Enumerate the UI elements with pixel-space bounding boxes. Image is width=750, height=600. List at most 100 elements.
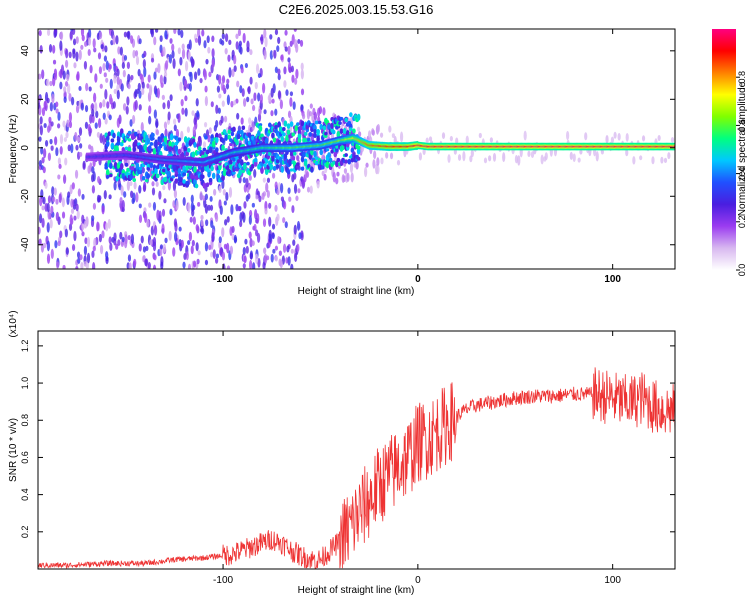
noise-blob — [55, 147, 59, 157]
noise-blob — [462, 151, 466, 162]
noise-blob — [70, 96, 75, 106]
noise-blob — [251, 104, 256, 112]
noise-blob — [97, 52, 102, 60]
noise-blob — [243, 163, 247, 168]
noise-blob — [85, 82, 89, 92]
noise-blob — [127, 73, 131, 83]
noise-blob — [132, 49, 136, 59]
noise-blob — [203, 40, 207, 49]
y-tick-label: 0.6 — [20, 451, 30, 464]
noise-blob — [101, 205, 105, 215]
noise-blob — [527, 150, 531, 157]
noise-blob — [132, 146, 137, 153]
noise-blob — [253, 157, 258, 163]
noise-blob — [179, 178, 183, 183]
noise-blob — [231, 225, 235, 233]
noise-blob — [425, 137, 429, 144]
noise-blob — [297, 129, 302, 135]
noise-blob — [127, 83, 131, 90]
noise-blob — [247, 86, 251, 95]
noise-blob — [192, 216, 196, 225]
noise-blob — [121, 169, 126, 174]
noise-blob — [328, 157, 333, 164]
noise-blob — [182, 197, 186, 206]
noise-blob — [292, 151, 297, 156]
noise-blob — [256, 213, 260, 224]
noise-blob — [148, 115, 152, 125]
noise-blob — [289, 97, 293, 107]
noise-blob — [302, 137, 306, 143]
noise-blob — [135, 192, 139, 203]
noise-blob — [283, 80, 287, 88]
noise-blob — [130, 74, 134, 81]
noise-blob — [63, 96, 67, 104]
noise-blob — [349, 112, 353, 118]
noise-blob — [186, 147, 191, 153]
noise-blob — [128, 262, 132, 269]
noise-blob — [232, 170, 236, 175]
noise-blob — [119, 231, 123, 240]
noise-blob — [272, 248, 276, 254]
noise-blob — [228, 67, 232, 78]
noise-blob — [87, 165, 91, 174]
noise-blob — [146, 219, 150, 228]
noise-blob — [280, 165, 285, 173]
noise-blob — [86, 236, 91, 248]
noise-blob — [79, 143, 83, 149]
y-tick-label: 0.8 — [20, 414, 30, 427]
noise-blob — [193, 117, 197, 125]
noise-blob — [335, 146, 339, 153]
noise-blob — [72, 49, 76, 59]
noise-blob — [275, 159, 280, 164]
noise-blob — [605, 134, 609, 144]
noise-blob — [77, 257, 81, 264]
snr-line — [38, 367, 675, 569]
noise-blob — [271, 132, 275, 139]
noise-blob — [357, 131, 362, 137]
noise-blob — [339, 160, 344, 167]
noise-blob — [235, 98, 239, 104]
noise-blob — [248, 209, 253, 218]
noise-blob — [670, 137, 675, 143]
noise-blob — [321, 154, 325, 161]
noise-blob — [203, 69, 207, 81]
noise-blob — [103, 55, 108, 62]
noise-blob — [197, 68, 201, 76]
noise-blob — [376, 123, 380, 133]
snr-frame — [37, 330, 676, 570]
noise-blob — [113, 181, 117, 191]
noise-blob — [129, 181, 133, 187]
noise-blob — [146, 83, 150, 89]
noise-blob — [41, 69, 45, 80]
noise-blob — [572, 153, 576, 162]
noise-blob — [89, 114, 93, 124]
noise-blob — [83, 245, 88, 256]
noise-blob — [286, 245, 290, 253]
noise-blob — [50, 205, 54, 214]
noise-blob — [270, 87, 274, 98]
noise-blob — [62, 120, 66, 128]
noise-blob — [66, 73, 70, 82]
noise-blob — [42, 196, 46, 205]
noise-blob — [208, 244, 212, 251]
noise-blob — [52, 59, 57, 65]
noise-blob — [74, 169, 79, 179]
noise-blob — [185, 180, 190, 185]
noise-blob — [92, 171, 96, 182]
noise-blob — [223, 115, 228, 123]
noise-blob — [242, 32, 246, 44]
noise-blob — [116, 76, 120, 86]
noise-blob — [40, 146, 44, 155]
noise-blob — [88, 86, 92, 92]
noise-blob — [84, 41, 88, 47]
noise-blob — [305, 171, 310, 178]
noise-blob — [208, 177, 213, 183]
noise-blob — [64, 81, 69, 87]
x-tick-label: 100 — [604, 274, 621, 285]
noise-blob — [84, 121, 89, 130]
noise-blob — [87, 48, 91, 57]
noise-blob — [221, 39, 225, 46]
noise-blob — [293, 29, 297, 32]
noise-blob — [277, 36, 281, 44]
noise-blob — [61, 197, 65, 208]
